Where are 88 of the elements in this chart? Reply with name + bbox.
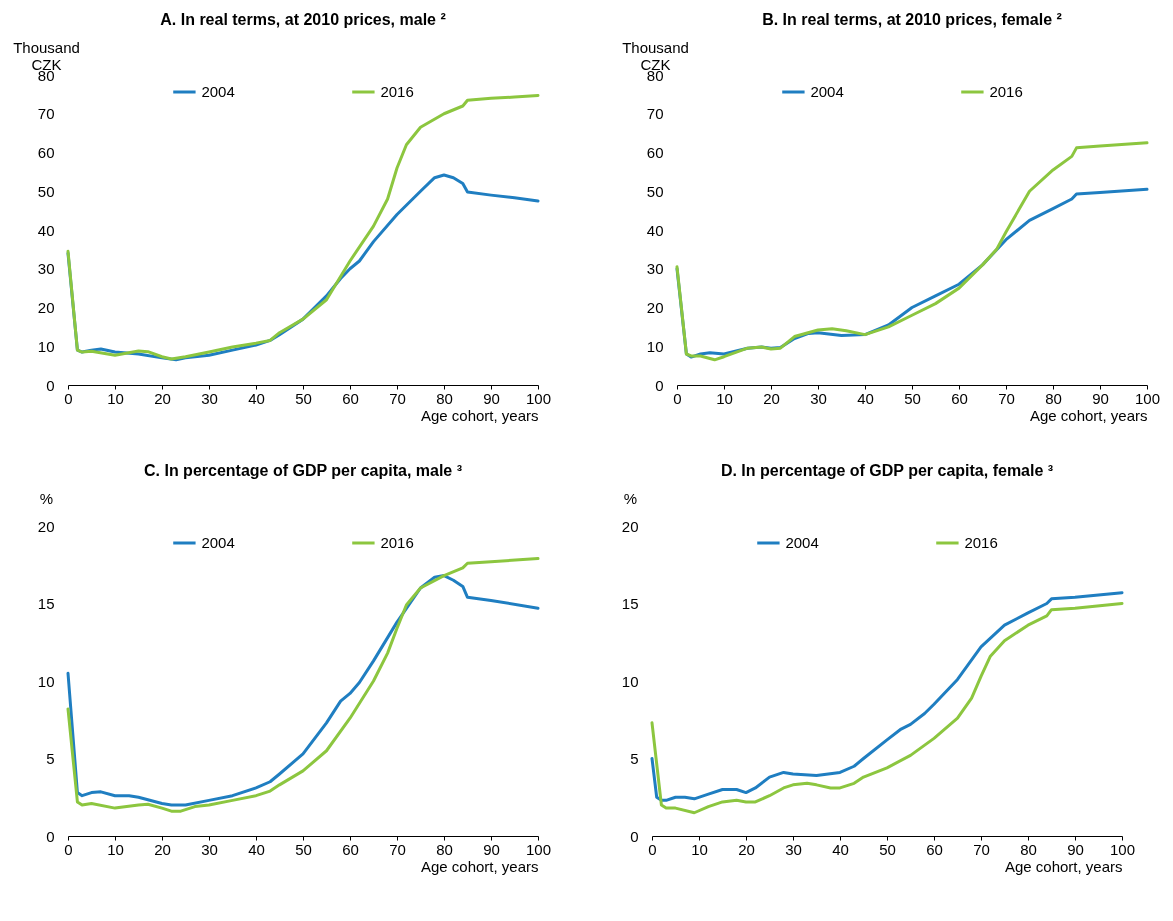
x-tick-label: 70	[998, 389, 1015, 407]
y-tick-label: 10	[646, 337, 664, 355]
x-tick-label: 10	[107, 840, 124, 858]
legend-label: 2016	[380, 534, 414, 551]
y-tick-label: 60	[646, 144, 664, 161]
x-tick-label: 20	[763, 389, 780, 407]
x-tick-label: 70	[973, 840, 990, 858]
x-tick-label: 100	[1134, 389, 1161, 407]
x-tick-label: 90	[483, 389, 500, 407]
x-tick-label: 10	[107, 389, 124, 407]
y-tick-label: 50	[646, 182, 664, 200]
y-tick-label: 0	[630, 827, 639, 845]
y-tick-label: 20	[37, 517, 55, 535]
x-tick-label: 0	[673, 389, 682, 407]
x-tick-label: 40	[248, 840, 265, 858]
x-tick-label: 0	[64, 389, 73, 407]
x-tick-label: 70	[389, 389, 406, 407]
y-axis-title: %	[623, 489, 638, 507]
x-tick-label: 0	[64, 840, 73, 858]
y-tick-label: 40	[37, 221, 55, 239]
x-tick-label: 40	[248, 389, 265, 407]
x-tick-label: 90	[1092, 389, 1109, 407]
y-tick-label: 40	[646, 221, 664, 239]
y-tick-label: 10	[621, 672, 639, 690]
y-tick-label: 70	[37, 105, 55, 123]
x-tick-label: 50	[904, 389, 921, 407]
chart-title: C. In percentage of GDP per capita, male ³	[143, 462, 463, 479]
legend-label: 2004	[785, 534, 819, 551]
x-tick-label: 50	[295, 389, 312, 407]
x-tick-label: 80	[1045, 389, 1062, 407]
chart-title: B. In real terms, at 2010 prices, female ²	[762, 11, 1062, 28]
y-tick-label: 15	[37, 595, 55, 612]
x-tick-label: 40	[832, 840, 849, 858]
legend-label: 2004	[810, 83, 844, 100]
legend-label: 2016	[380, 83, 414, 100]
y-tick-label: 70	[646, 105, 664, 123]
x-tick-label: 60	[342, 389, 359, 407]
y-tick-label: 15	[621, 595, 639, 612]
x-tick-label: 30	[201, 840, 218, 858]
x-tick-label: 20	[738, 840, 755, 858]
x-tick-label: 80	[436, 840, 453, 858]
x-axis-title: Age cohort, years	[420, 406, 539, 424]
y-tick-label: 30	[646, 260, 664, 278]
x-axis-title: Age cohort, years	[420, 857, 539, 875]
y-axis-title: %	[39, 489, 54, 507]
x-tick-label: 60	[926, 840, 943, 858]
x-tick-label: 70	[389, 840, 406, 858]
x-tick-label: 100	[525, 389, 552, 407]
x-tick-label: 80	[436, 389, 453, 407]
x-tick-label: 80	[1020, 840, 1037, 858]
y-tick-label: 0	[46, 376, 55, 394]
x-tick-label: 50	[879, 840, 896, 858]
chart-title: D. In percentage of GDP per capita, female ³	[720, 462, 1054, 479]
x-tick-label: 20	[154, 389, 171, 407]
legend-label: 2016	[964, 534, 998, 551]
x-tick-label: 20	[154, 840, 171, 858]
x-tick-label: 10	[716, 389, 733, 407]
x-tick-label: 90	[1067, 840, 1084, 858]
y-tick-label: 20	[37, 299, 55, 316]
y-tick-label: 5	[46, 750, 55, 767]
y-tick-label: 20	[621, 517, 639, 535]
x-tick-label: 30	[785, 840, 802, 858]
x-tick-label: 60	[342, 840, 359, 858]
x-tick-label: 100	[1109, 840, 1136, 858]
legend-label: 2004	[201, 83, 235, 100]
x-tick-label: 100	[525, 840, 552, 858]
chart-title: A. In real terms, at 2010 prices, male ²	[160, 11, 446, 28]
y-tick-label: 0	[655, 376, 664, 394]
x-tick-label: 10	[691, 840, 708, 858]
legend-label: 2016	[989, 83, 1023, 100]
x-tick-label: 90	[483, 840, 500, 858]
x-tick-label: 50	[295, 840, 312, 858]
x-tick-label: 30	[201, 389, 218, 407]
x-axis-title: Age cohort, years	[1004, 857, 1123, 875]
x-axis-title: Age cohort, years	[1029, 406, 1148, 424]
legend-label: 2004	[201, 534, 235, 551]
line-series	[675, 141, 1149, 362]
y-tick-label: 5	[630, 750, 639, 767]
y-tick-label: 10	[37, 672, 55, 690]
x-tick-label: 30	[810, 389, 827, 407]
y-tick-label: 30	[37, 260, 55, 278]
y-tick-label: 60	[37, 144, 55, 161]
x-tick-label: 40	[857, 389, 874, 407]
x-tick-label: 60	[951, 389, 968, 407]
y-tick-label: 50	[37, 182, 55, 200]
y-tick-label: 20	[646, 299, 664, 316]
y-tick-label: 10	[37, 337, 55, 355]
y-tick-label: 0	[46, 827, 55, 845]
